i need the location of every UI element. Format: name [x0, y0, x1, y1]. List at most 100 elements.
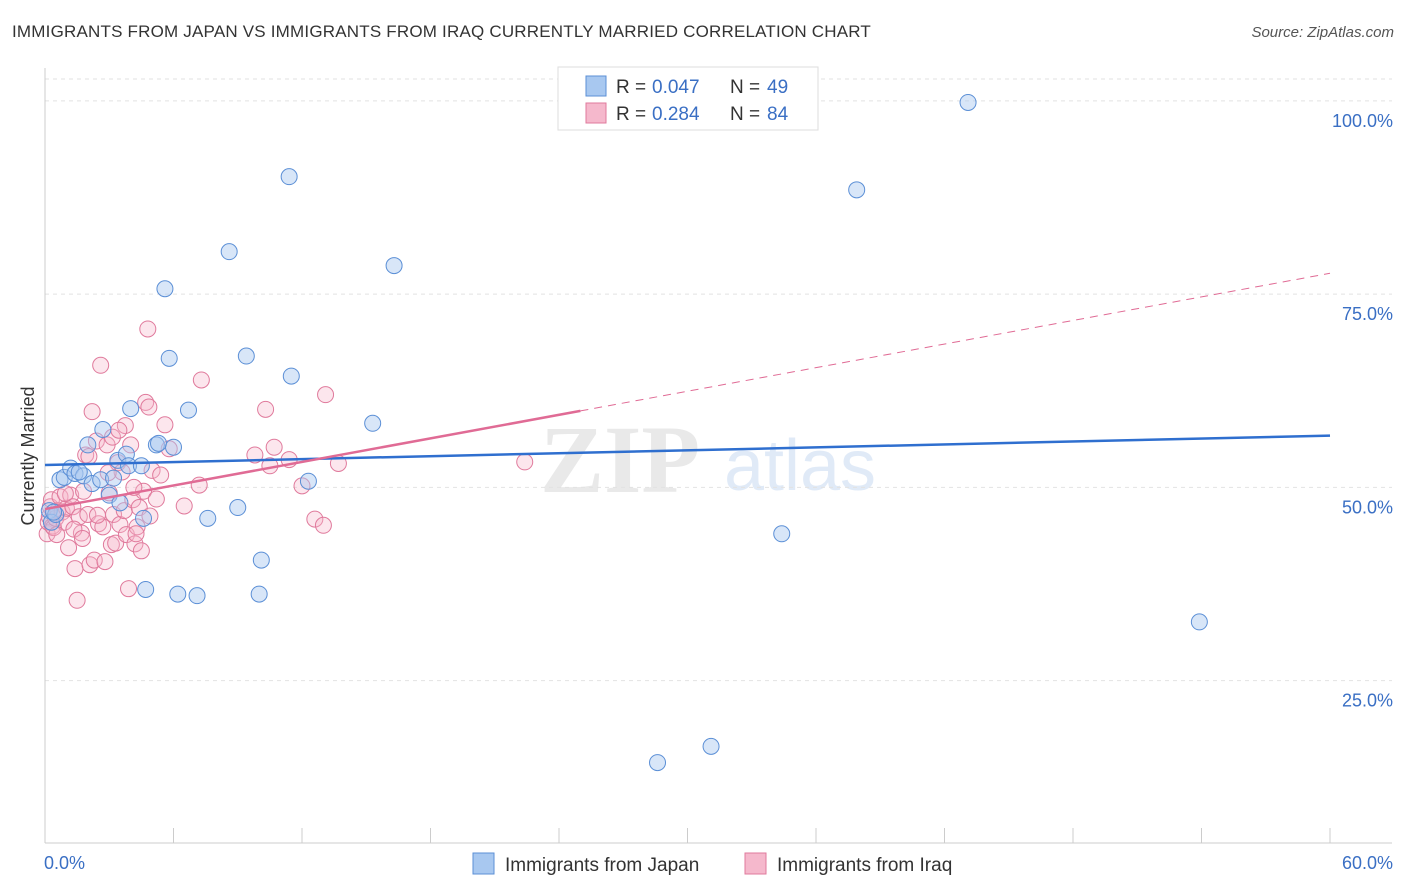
japan-point-36 — [282, 367, 300, 385]
japan-point-26 — [169, 585, 187, 603]
japan-point-37 — [299, 472, 317, 490]
iraq-point-24 — [83, 403, 101, 421]
japan-point-11 — [94, 420, 112, 438]
japan-point-33 — [250, 585, 268, 603]
japan-point-44 — [959, 93, 977, 111]
japan-point-1 — [42, 513, 60, 531]
y-tick-label-0: 25.0% — [1342, 691, 1393, 711]
japan-point-25 — [165, 438, 182, 456]
japan-point-40 — [649, 754, 667, 772]
iraq-point-61 — [65, 520, 83, 538]
japan-point-47 — [70, 463, 88, 481]
iraq-point-47 — [132, 542, 150, 560]
iraq-point-51 — [141, 507, 159, 525]
y-axis-title: Currently Married — [18, 386, 38, 525]
legend-iraq-n-label: N = — [730, 104, 760, 125]
iraq-point-65 — [88, 506, 106, 524]
japan-point-35 — [280, 168, 298, 186]
iraq-point-80 — [314, 516, 332, 534]
watermark: ZIP atlas — [540, 406, 876, 513]
iraq-point-53 — [147, 490, 165, 508]
y-tick-label-3: 100.0% — [1332, 111, 1393, 131]
source-label: Source: ZipAtlas.com — [1251, 24, 1394, 41]
iraq-point-37 — [111, 516, 129, 534]
japan-point-38 — [364, 414, 382, 432]
watermark-atlas: atlas — [724, 426, 876, 506]
legend-japan-n-value: 49 — [767, 77, 788, 98]
iraq-point-64 — [73, 529, 91, 547]
y-tick-label-1: 50.0% — [1342, 497, 1393, 517]
legend-iraq-n-value: 84 — [767, 104, 789, 125]
iraq-point-49 — [137, 393, 155, 411]
japan-point-42 — [773, 525, 791, 543]
japan-point-41 — [702, 737, 720, 755]
japan-point-32 — [237, 347, 255, 365]
iraq-point-55 — [156, 416, 174, 434]
japan-point-19 — [135, 509, 153, 527]
trend-line-iraq-solid — [44, 409, 581, 511]
bottom-legend-iraq-label: Immigrants from Iraq — [777, 855, 952, 876]
trend-line-japan-solid — [44, 434, 1331, 467]
stats-legend: R = 0.047 N = 49 R = 0.284 N = 84 — [557, 66, 819, 131]
legend-iraq-r-label: R = — [616, 104, 646, 125]
japan-point-39 — [385, 257, 403, 275]
legend-japan-r-value: 0.047 — [652, 77, 700, 98]
iraq-point-45 — [128, 518, 146, 536]
iraq-point-74 — [257, 400, 275, 418]
bottom-legend-swatch-iraq — [744, 852, 767, 875]
japan-point-10 — [92, 471, 110, 489]
japan-point-9 — [83, 475, 101, 493]
watermark-zip: ZIP — [540, 406, 700, 513]
japan-point-34 — [252, 551, 270, 569]
japan-point-20 — [137, 580, 155, 598]
iraq-point-81 — [317, 386, 335, 404]
japan-point-17 — [122, 400, 140, 418]
trend-line-iraq-dashed — [580, 272, 1331, 412]
japan-point-45 — [1190, 613, 1208, 631]
japan-point-43 — [848, 181, 866, 199]
japan-point-18 — [132, 457, 150, 475]
iraq-point-76 — [265, 438, 283, 456]
iraq-point-30 — [96, 553, 114, 571]
bottom-legend-swatch-japan — [472, 852, 495, 875]
iraq-point-79 — [306, 510, 324, 528]
japan-point-30 — [220, 243, 238, 261]
japan-point-29 — [199, 509, 217, 527]
x-tick-label-0: 0.0% — [44, 853, 85, 873]
iraq-point-54 — [152, 466, 170, 484]
legend-japan-r-label: R = — [616, 77, 646, 98]
y-tick-label-2: 75.0% — [1342, 304, 1393, 324]
trend-lines — [44, 272, 1331, 511]
iraq-point-28 — [92, 356, 110, 374]
iraq-point-50 — [139, 320, 157, 338]
japan-point-48 — [105, 469, 123, 487]
iraq-point-68 — [127, 525, 145, 543]
japan-point-24 — [160, 349, 178, 367]
japan-point-4 — [55, 468, 73, 486]
axes — [44, 68, 1392, 844]
gridlines — [45, 78, 1392, 682]
iraq-point-42 — [122, 436, 140, 454]
japan-point-8 — [79, 436, 97, 454]
iraq-point-72 — [192, 371, 210, 389]
legend-swatch-japan — [585, 75, 607, 97]
iraq-point-25 — [85, 551, 103, 569]
iraq-point-16 — [66, 560, 84, 578]
iraq-point-83 — [516, 453, 534, 471]
y-tick-labels: 25.0% 50.0% 75.0% 100.0% — [1332, 111, 1393, 711]
japan-point-31 — [229, 499, 247, 517]
x-tick-label-1: 60.0% — [1342, 853, 1393, 873]
japan-point-27 — [179, 401, 197, 419]
legend-iraq-r-value: 0.284 — [652, 104, 700, 125]
iraq-point-69 — [140, 398, 158, 416]
chart-title: IMMIGRANTS FROM JAPAN VS IMMIGRANTS FROM… — [12, 22, 872, 41]
iraq-point-22 — [79, 505, 97, 523]
japan-point-23 — [156, 280, 174, 298]
legend-japan-n-label: N = — [730, 77, 760, 98]
bottom-legend-japan-label: Immigrants from Japan — [505, 855, 699, 876]
iraq-point-17 — [68, 591, 86, 609]
iraq-point-70 — [175, 497, 193, 515]
iraq-point-67 — [110, 421, 128, 439]
x-tick-labels: 0.0% 60.0% — [44, 853, 1393, 873]
